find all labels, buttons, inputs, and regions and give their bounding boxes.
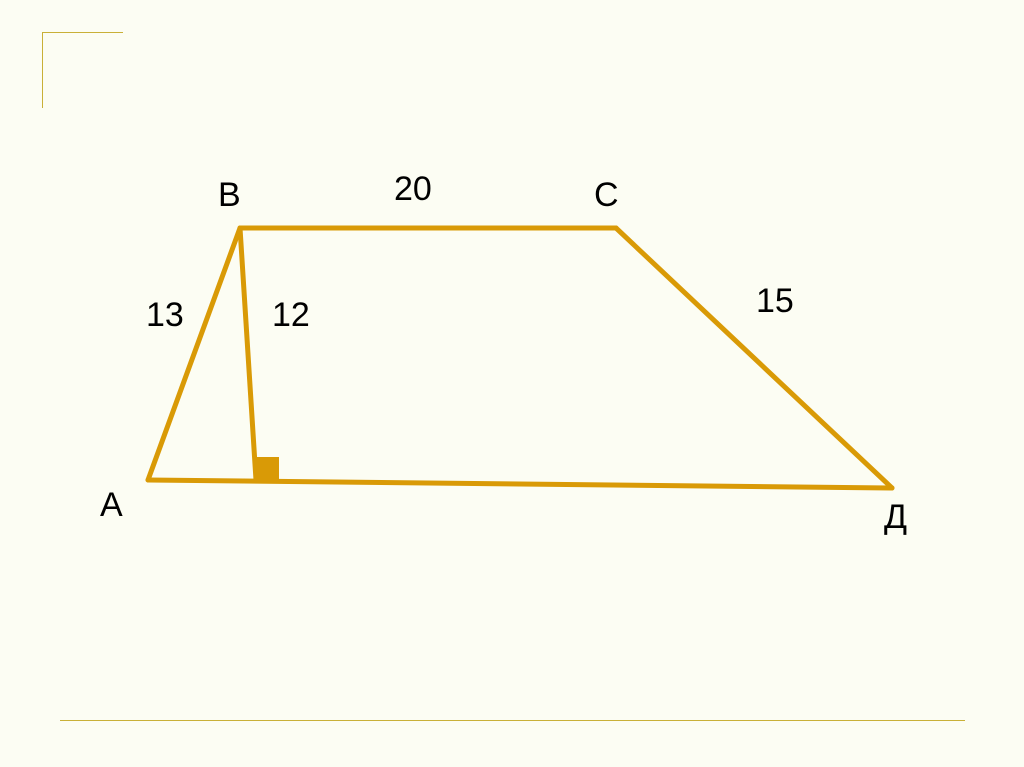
edge-DA <box>148 480 892 488</box>
edge-label-BC: 20 <box>394 170 432 209</box>
right-angle-marker <box>256 458 278 480</box>
vertex-label-A: А <box>100 486 123 525</box>
edge-label-AB: 13 <box>146 296 184 335</box>
vertex-label-C: С <box>594 176 619 215</box>
edge-AB <box>148 228 240 480</box>
trapezoid-lines <box>148 228 892 488</box>
height-BH <box>240 228 256 480</box>
trapezoid-diagram <box>0 0 1024 767</box>
vertex-label-D: Д <box>884 498 907 537</box>
edge-label-CD: 15 <box>756 282 794 321</box>
height-label-BH: 12 <box>272 296 310 335</box>
vertex-label-B: В <box>218 176 241 215</box>
edge-CD <box>616 228 892 488</box>
